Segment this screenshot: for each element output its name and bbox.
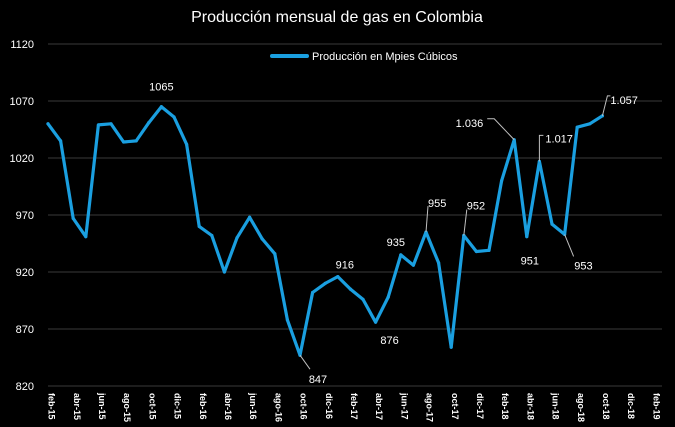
x-tick-label: abr-16: [223, 393, 233, 420]
data-point: [374, 320, 378, 324]
label-leader-line: [487, 118, 515, 141]
x-tick-label: jun-15: [97, 392, 107, 420]
data-point: [575, 125, 579, 129]
data-point: [336, 274, 340, 279]
data-point: [386, 295, 390, 299]
x-tick-label: ago-15: [122, 393, 132, 422]
x-tick-label: abr-15: [72, 393, 82, 420]
data-point: [449, 345, 453, 349]
data-point: [147, 121, 151, 125]
data-point: [260, 237, 264, 241]
data-point: [550, 222, 554, 226]
data-point: [285, 318, 289, 322]
data-point: [96, 123, 100, 127]
data-point: [248, 215, 252, 219]
data-point: [323, 281, 327, 285]
data-label: 1065: [149, 82, 173, 94]
data-point: [311, 290, 315, 295]
x-tick-label: feb-16: [198, 393, 208, 420]
x-tick-label: feb-15: [47, 393, 57, 420]
data-point: [197, 224, 201, 228]
data-point: [500, 179, 504, 183]
label-leader-line: [463, 209, 468, 236]
y-tick-label: 870: [16, 324, 34, 336]
x-tick-label: feb-18: [500, 393, 510, 420]
x-tick-label: dic-16: [324, 393, 334, 419]
y-tick-label: 1120: [10, 39, 34, 51]
data-labels: 1065 847 916 876 935 955 952 1.036 951 1.017 953 1.…: [149, 82, 638, 387]
x-tick-label: dic-15: [173, 393, 183, 419]
data-point: [222, 270, 226, 274]
gridlines: [48, 43, 662, 387]
data-point: [348, 287, 352, 291]
chart-title: Producción mensual de gas en Colombia: [191, 9, 483, 26]
x-tick-label: abr-17: [374, 393, 384, 420]
x-tick-label: ago-18: [576, 393, 586, 422]
data-label: 953: [574, 260, 592, 272]
data-point: [361, 297, 365, 301]
y-tick-label: 820: [16, 381, 34, 393]
data-label: 876: [380, 335, 398, 347]
data-point: [273, 252, 277, 256]
x-axis-ticks: feb-15 abr-15 jun-15 ago-15 oct-15 dic-15 feb-…: [47, 392, 662, 422]
x-tick-label: feb-19: [651, 393, 661, 420]
legend-label: Producción en Mpies Cúbicos: [312, 51, 458, 63]
data-point: [122, 140, 126, 144]
label-leader-line: [299, 354, 311, 370]
data-point: [235, 236, 239, 240]
y-axis-ticks: 820 870 920 970 1020 1070 1120: [10, 39, 34, 393]
x-tick-label: oct-17: [450, 393, 460, 420]
x-tick-label: feb-17: [349, 393, 359, 420]
label-leader-line: [425, 206, 429, 233]
data-point: [159, 105, 163, 109]
x-tick-label: oct-16: [299, 393, 309, 420]
x-tick-label: dic-18: [626, 393, 636, 419]
data-point: [172, 115, 176, 119]
data-label: 951: [521, 256, 539, 268]
data-point: [46, 122, 50, 126]
label-leader-line: [564, 234, 575, 257]
x-tick-label: jun-18: [551, 392, 561, 420]
y-tick-label: 1020: [10, 153, 34, 165]
y-tick-label: 970: [16, 210, 34, 222]
legend: Producción en Mpies Cúbicos: [270, 51, 458, 63]
data-point: [185, 142, 189, 146]
data-label: 955: [428, 198, 446, 210]
data-point: [59, 139, 63, 143]
x-tick-label: dic-17: [475, 393, 485, 419]
y-tick-label: 1070: [10, 96, 34, 108]
label-leader-line: [601, 95, 611, 116]
data-label: 952: [467, 201, 485, 213]
x-tick-label: oct-18: [601, 393, 611, 420]
data-label: 1.057: [610, 95, 638, 107]
x-tick-label: jun-16: [248, 392, 258, 420]
x-tick-label: abr-18: [525, 393, 535, 420]
label-leader-line: [538, 134, 544, 162]
data-point: [487, 248, 491, 252]
x-tick-label: oct-15: [147, 393, 157, 420]
data-point: [525, 235, 529, 239]
data-point: [399, 253, 403, 257]
series-layer: [46, 105, 605, 357]
data-label: 1.036: [456, 118, 484, 130]
x-tick-label: ago-16: [273, 393, 283, 422]
data-point: [411, 263, 415, 267]
data-point: [210, 233, 214, 238]
data-point: [84, 235, 88, 239]
x-tick-label: jun-17: [399, 392, 409, 420]
data-point: [134, 139, 138, 143]
data-label: 1.017: [545, 133, 573, 145]
x-tick-label: ago-17: [425, 393, 435, 422]
data-point: [109, 122, 113, 126]
data-point: [437, 261, 441, 265]
data-point: [71, 216, 75, 221]
data-label: 916: [336, 260, 354, 272]
data-point: [588, 122, 592, 126]
data-label: 935: [387, 237, 405, 249]
y-tick-label: 920: [16, 267, 34, 279]
series-line: [46, 105, 605, 357]
data-point: [474, 249, 478, 254]
data-label: 847: [309, 374, 327, 386]
